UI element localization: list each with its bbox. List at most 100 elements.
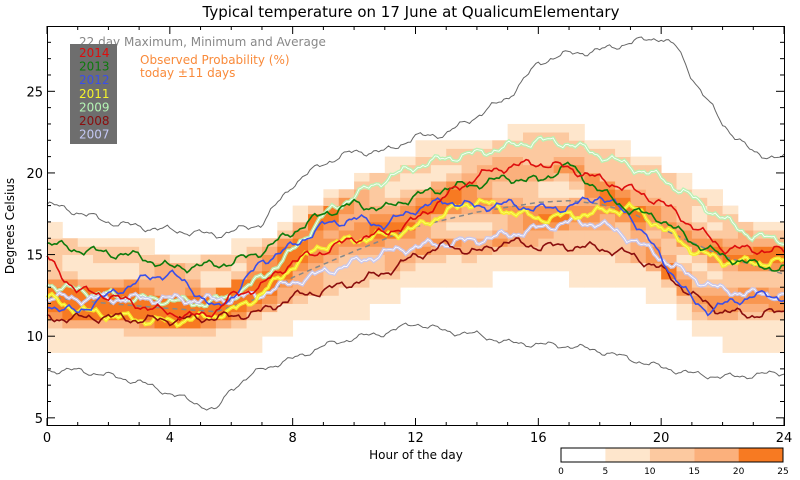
probability-cell — [753, 279, 770, 288]
probability-cell — [461, 230, 478, 239]
probability-cell — [722, 336, 739, 345]
probability-cell — [737, 221, 754, 231]
probability-window-label: today ±11 days — [140, 66, 235, 80]
probability-cell — [737, 262, 754, 272]
probability-cell — [676, 238, 693, 247]
probability-cell — [338, 295, 355, 304]
x-tick-label: 4 — [166, 431, 174, 446]
probability-cell — [584, 156, 601, 166]
probability-cell — [584, 270, 601, 280]
probability-cell — [691, 238, 708, 247]
probability-cell — [323, 197, 340, 206]
probability-cell — [123, 279, 140, 288]
probability-cell — [231, 295, 247, 304]
probability-cell — [691, 213, 708, 223]
probability-cell — [323, 279, 340, 288]
probability-cell — [62, 238, 79, 247]
probability-cell — [430, 140, 447, 149]
colorbar-segment — [605, 448, 650, 462]
legend-item-2008: 2008 — [79, 114, 110, 128]
probability-cell — [507, 246, 524, 255]
probability-cell — [691, 303, 708, 313]
probability-cell — [492, 246, 509, 255]
probability-cell — [707, 262, 723, 272]
probability-cell — [200, 270, 217, 280]
probability-cell — [369, 197, 386, 206]
probability-cell — [354, 197, 370, 206]
probability-cell — [615, 197, 631, 206]
probability-cell — [476, 254, 493, 264]
probability-cell — [323, 230, 340, 239]
probability-cell — [154, 311, 171, 321]
probability-cell — [139, 238, 155, 247]
probability-cell — [108, 344, 125, 353]
probability-cell — [553, 230, 570, 239]
probability-cell — [154, 336, 171, 345]
probability-cell — [400, 172, 416, 182]
probability-cell — [599, 140, 616, 149]
probability-cell — [722, 311, 739, 321]
probability-cell — [661, 213, 677, 223]
probability-cell — [630, 246, 647, 255]
probability-cell — [261, 311, 278, 321]
probability-cell — [277, 287, 294, 296]
probability-cell — [277, 262, 294, 272]
probability-cell — [47, 262, 63, 272]
probability-cell — [400, 181, 416, 190]
probability-cell — [538, 189, 555, 198]
probability-cell — [308, 230, 324, 239]
probability-cell — [446, 197, 462, 206]
probability-cell — [584, 262, 601, 272]
probability-cell — [93, 319, 109, 329]
probability-cell — [492, 156, 509, 166]
colorbar-tick-label: 10 — [644, 467, 656, 477]
probability-cell — [630, 181, 647, 190]
probability-cell — [630, 262, 647, 272]
probability-cell — [461, 213, 478, 223]
probability-cell — [707, 319, 723, 329]
probability-cell — [415, 172, 432, 182]
probability-cell — [630, 221, 647, 231]
probability-cell — [430, 172, 447, 182]
probability-cell — [446, 172, 462, 182]
probability-cell — [691, 262, 708, 272]
probability-cell — [430, 221, 447, 231]
probability-cell — [768, 336, 785, 345]
probability-cell — [615, 148, 631, 158]
probability-cell — [461, 246, 478, 255]
probability-cell — [292, 311, 309, 321]
probability-cell — [415, 189, 432, 198]
probability-cell — [47, 238, 63, 247]
probability-cell — [569, 205, 585, 215]
probability-cell — [615, 262, 631, 272]
probability-cell — [707, 221, 723, 231]
probability-cell — [415, 164, 432, 174]
probability-cell — [338, 230, 355, 239]
probability-cell — [384, 279, 401, 288]
probability-cell — [676, 213, 693, 223]
probability-cell — [768, 319, 785, 329]
probability-cell — [323, 213, 340, 223]
probability-cell — [231, 270, 247, 280]
probability-cell — [584, 213, 601, 223]
probability-cell — [691, 205, 708, 215]
probability-cell — [400, 189, 416, 198]
probability-cell — [277, 319, 294, 329]
probability-cell — [200, 319, 217, 329]
probability-cell — [707, 230, 723, 239]
x-axis-label: Hour of the day — [369, 448, 463, 462]
probability-cell — [308, 238, 324, 247]
probability-cell — [47, 328, 63, 337]
colorbar-segment — [738, 448, 783, 462]
probability-cell — [722, 254, 739, 264]
probability-cell — [476, 172, 493, 182]
probability-cell — [492, 181, 509, 190]
probability-cell — [538, 254, 555, 264]
probability-cell — [630, 156, 647, 166]
probability-cell — [354, 295, 370, 304]
probability-cell — [584, 172, 601, 182]
legend-item-2011: 2011 — [79, 87, 110, 101]
probability-cell — [569, 254, 585, 264]
probability-cell — [169, 336, 186, 345]
probability-cell — [522, 132, 539, 141]
